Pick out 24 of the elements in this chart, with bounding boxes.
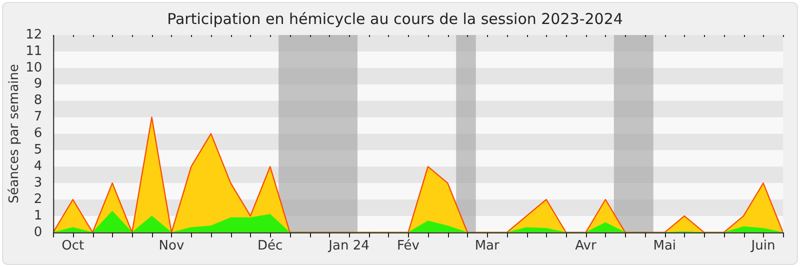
- y-axis-title: Séances par semaine: [7, 64, 22, 204]
- x-tick-label: Jan 24: [328, 238, 370, 254]
- chart-title: Participation en hémicycle au cours de la session 2023-2024: [167, 10, 623, 28]
- y-tick-label: 9: [34, 76, 42, 92]
- y-tick-label: 1: [34, 208, 42, 224]
- y-tick-label: 0: [34, 224, 42, 240]
- x-tick-label: Mar: [474, 238, 500, 254]
- y-tick-label: 11: [26, 44, 42, 59]
- x-tick-label: Déc: [258, 238, 283, 254]
- y-tick-label: 12: [26, 27, 42, 42]
- x-tick-label: Nov: [158, 238, 184, 254]
- x-tick-label: Juin: [750, 238, 776, 254]
- x-tick-label: Fév: [396, 238, 420, 254]
- y-tick-label: 5: [34, 142, 42, 158]
- y-tick-label: 8: [34, 93, 42, 108]
- y-tick-label: 10: [26, 60, 42, 76]
- y-tick-label: 7: [34, 110, 42, 125]
- y-tick-label: 6: [34, 126, 42, 142]
- y-tick-label: 4: [34, 158, 42, 174]
- x-tick-label: Mai: [653, 238, 676, 254]
- x-tick-label: Avr: [575, 238, 597, 254]
- y-tick-label: 2: [34, 192, 42, 207]
- x-tick-label: Oct: [62, 238, 84, 254]
- y-tick-label: 3: [34, 175, 42, 190]
